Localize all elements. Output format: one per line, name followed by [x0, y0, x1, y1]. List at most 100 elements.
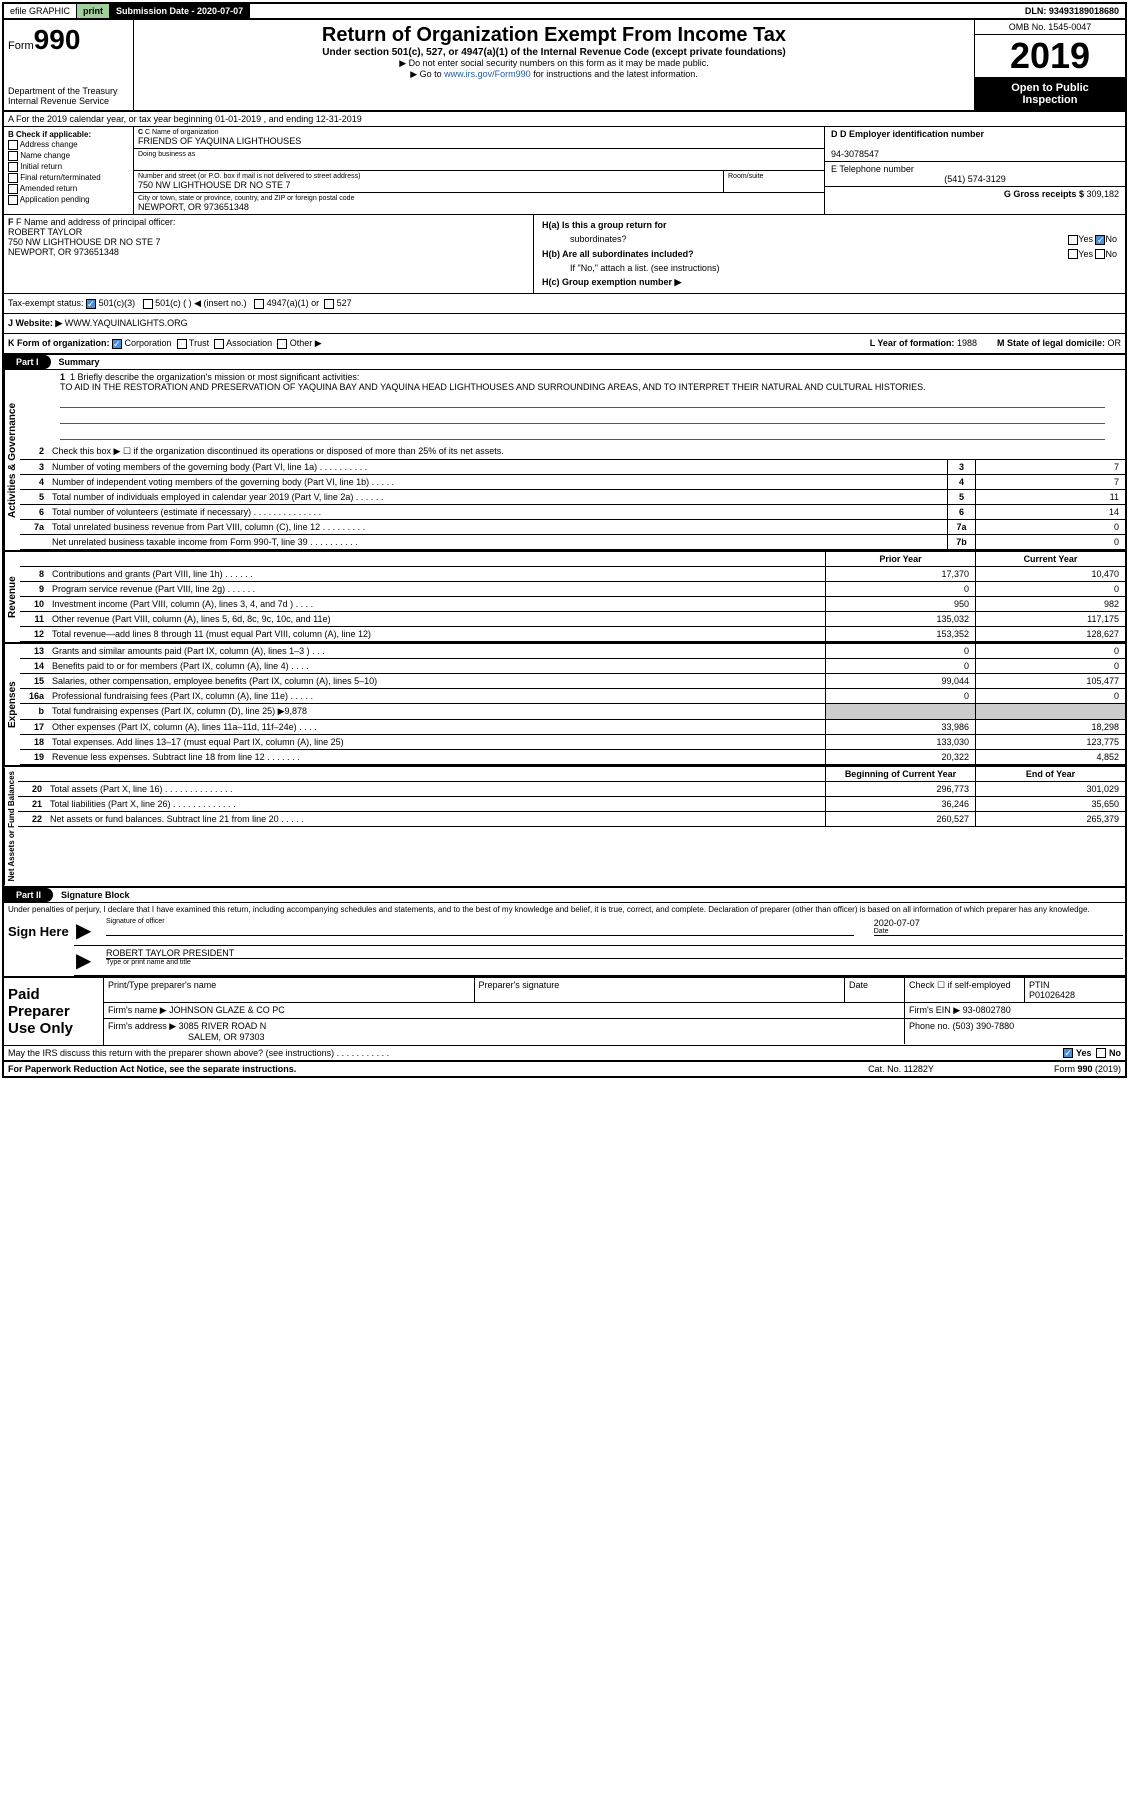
box-b: B Check if applicable: Address change Na…	[4, 127, 134, 214]
hb-lbl: H(b) Are all subordinates included?	[542, 249, 694, 259]
ha2: subordinates?	[570, 234, 627, 244]
revenue-side-label: Revenue	[4, 552, 20, 642]
box-b-item[interactable]: Address change	[8, 140, 129, 150]
discuss-yes-checkbox[interactable]	[1063, 1048, 1073, 1058]
officer-lbl: F Name and address of principal officer:	[16, 217, 175, 227]
addr-lbl: Number and street (or P.O. box if mail i…	[138, 173, 719, 180]
4947-checkbox[interactable]	[254, 299, 264, 309]
summary-row: 12Total revenue—add lines 8 through 11 (…	[20, 627, 1125, 642]
ptin: P01026428	[1029, 990, 1121, 1000]
form-number: 990	[34, 24, 81, 55]
net-side-label: Net Assets or Fund Balances	[4, 767, 18, 885]
topbar: efile GRAPHIC print Submission Date - 20…	[4, 4, 1125, 20]
ha-yes-checkbox[interactable]	[1068, 235, 1078, 245]
mission-text: TO AID IN THE RESTORATION AND PRESERVATI…	[60, 382, 1105, 392]
trust-checkbox[interactable]	[177, 339, 187, 349]
k-lbl: K Form of organization:	[8, 338, 110, 348]
header-right-block: OMB No. 1545-0047 2019 Open to PublicIns…	[975, 20, 1125, 110]
summary-row: 4Number of independent voting members of…	[20, 475, 1125, 490]
current-year-hdr: Current Year	[975, 552, 1125, 566]
ein: 94-3078547	[831, 149, 879, 159]
governance-side-label: Activities & Governance	[4, 370, 20, 550]
begin-year-hdr: Beginning of Current Year	[825, 767, 975, 781]
summary-row: 18Total expenses. Add lines 13–17 (must …	[20, 735, 1125, 750]
firm-addr2: SALEM, OR 97303	[188, 1032, 265, 1042]
discuss-no-checkbox[interactable]	[1096, 1048, 1106, 1058]
summary-row: 14Benefits paid to or for members (Part …	[20, 659, 1125, 674]
hb-note: If "No," attach a list. (see instruction…	[540, 262, 1119, 274]
tax-year: 2019	[975, 35, 1125, 78]
box-b-item[interactable]: Amended return	[8, 184, 129, 194]
summary-row: 21Total liabilities (Part X, line 26) . …	[18, 797, 1125, 812]
irs-label: Internal Revenue Service	[8, 96, 129, 106]
firm-ein: 93-0802780	[963, 1005, 1011, 1015]
year-formation: 1988	[957, 338, 977, 348]
box-b-item[interactable]: Name change	[8, 151, 129, 161]
page-title: Return of Organization Exempt From Incom…	[138, 24, 970, 47]
501c3-checkbox[interactable]	[86, 299, 96, 309]
summary-row: 5Total number of individuals employed in…	[20, 490, 1125, 505]
other-checkbox[interactable]	[277, 339, 287, 349]
mission-block: 1 1 Briefly describe the organization's …	[20, 370, 1125, 444]
form-footer: Form 990 (2019)	[1054, 1064, 1121, 1074]
summary-row: 9Program service revenue (Part VIII, lin…	[20, 582, 1125, 597]
summary-row: bTotal fundraising expenses (Part IX, co…	[20, 704, 1125, 720]
dln: DLN: 93493189018680	[1019, 4, 1125, 18]
name-lbl: C Name of organization	[145, 129, 219, 136]
city-lbl: City or town, state or province, country…	[138, 195, 820, 202]
summary-row: 8Contributions and grants (Part VIII, li…	[20, 567, 1125, 582]
sig-date: 2020-07-07	[874, 918, 1123, 928]
website-url: WWW.YAQUINALIGHTS.ORG	[65, 318, 188, 329]
summary-row: 22Net assets or fund balances. Subtract …	[18, 812, 1125, 827]
arrow-icon: ▶	[76, 948, 106, 973]
self-emp-lbl: Check ☐ if self-employed	[909, 980, 1020, 991]
instr2-post: for instructions and the latest informat…	[531, 69, 698, 79]
room-lbl: Room/suite	[728, 173, 820, 180]
tel-lbl: E Telephone number	[831, 164, 914, 174]
signature-declaration: Under penalties of perjury, I declare th…	[4, 903, 1125, 916]
domicile: OR	[1108, 338, 1122, 348]
summary-row: 15Salaries, other compensation, employee…	[20, 674, 1125, 689]
hb-no-checkbox[interactable]	[1095, 249, 1105, 259]
efile-label: efile GRAPHIC	[4, 4, 77, 18]
box-b-item[interactable]: Final return/terminated	[8, 173, 129, 183]
box-h: H(a) Is this a group return for subordin…	[534, 215, 1125, 293]
hb-yes-checkbox[interactable]	[1068, 249, 1078, 259]
dept-label: Department of the Treasury	[8, 86, 129, 96]
firm-name: JOHNSON GLAZE & CO PC	[169, 1005, 285, 1015]
sign-here-label: Sign Here	[4, 916, 74, 976]
header-title-block: Return of Organization Exempt From Incom…	[134, 20, 975, 110]
ha-no-checkbox[interactable]	[1095, 235, 1105, 245]
line2: Check this box ▶ ☐ if the organization d…	[48, 444, 1125, 459]
prep-name-lbl: Print/Type preparer's name	[108, 980, 470, 990]
prep-sig-lbl: Preparer's signature	[479, 980, 841, 990]
print-button[interactable]: print	[77, 4, 110, 18]
end-year-hdr: End of Year	[975, 767, 1125, 781]
irs-link[interactable]: www.irs.gov/Form990	[444, 69, 531, 79]
mission-lbl: 1 Briefly describe the organization's mi…	[70, 372, 359, 382]
officer-name: ROBERT TAYLOR	[8, 227, 82, 237]
part2-badge: Part II	[4, 888, 53, 902]
box-b-item[interactable]: Application pending	[8, 195, 129, 205]
section-a: A For the 2019 calendar year, or tax yea…	[4, 112, 1125, 127]
officer-addr1: 750 NW LIGHTHOUSE DR NO STE 7	[8, 237, 161, 247]
part1-title: Summary	[59, 357, 100, 367]
cat-no: Cat. No. 11282Y	[868, 1064, 934, 1074]
assoc-checkbox[interactable]	[214, 339, 224, 349]
box-c: C C Name of organization FRIENDS OF YAQU…	[134, 127, 825, 214]
summary-row: 6Total number of volunteers (estimate if…	[20, 505, 1125, 520]
527-checkbox[interactable]	[324, 299, 334, 309]
box-b-item[interactable]: Initial return	[8, 162, 129, 172]
sig-date-lbl: Date	[874, 928, 1123, 935]
submission-date: Submission Date - 2020-07-07	[110, 4, 250, 18]
instruction-1: ▶ Do not enter social security numbers o…	[138, 58, 970, 69]
summary-row: 16aProfessional fundraising fees (Part I…	[20, 689, 1125, 704]
part2-title: Signature Block	[61, 890, 130, 900]
tax-status-row: Tax-exempt status: 501(c)(3) 501(c) ( ) …	[4, 293, 1125, 313]
summary-row: 7aTotal unrelated business revenue from …	[20, 520, 1125, 535]
summary-row: 17Other expenses (Part IX, column (A), l…	[20, 720, 1125, 735]
501c-checkbox[interactable]	[143, 299, 153, 309]
city-state-zip: NEWPORT, OR 973651348	[138, 202, 820, 212]
ha-lbl: H(a) Is this a group return for	[542, 220, 667, 230]
corp-checkbox[interactable]	[112, 339, 122, 349]
